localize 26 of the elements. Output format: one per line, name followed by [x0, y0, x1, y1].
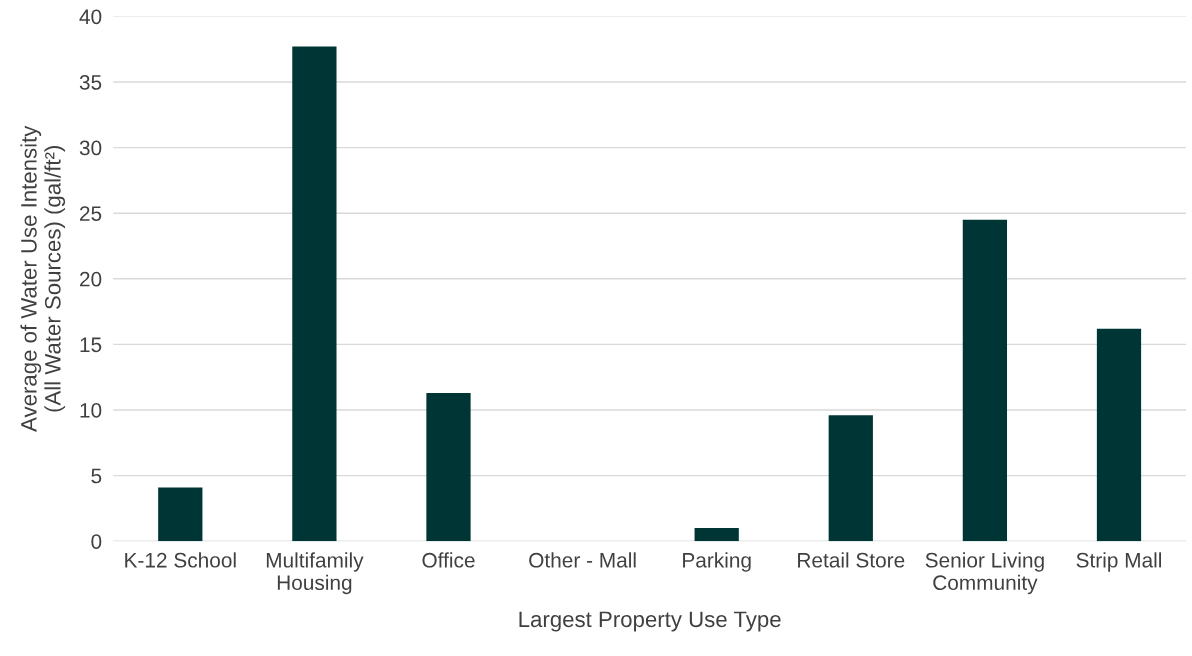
x-tick-label: Senior Living Community: [925, 552, 1044, 595]
y-tick-label: 20: [80, 271, 102, 287]
y-tick-label: 0: [91, 534, 102, 549]
bar: [158, 487, 203, 542]
bar: [828, 415, 873, 542]
bar: [694, 528, 739, 542]
bar: [1096, 328, 1142, 542]
bar: [292, 46, 337, 542]
x-tick-label: Parking: [683, 552, 751, 572]
y-tick-label: 30: [79, 140, 102, 156]
x-tick-label: Multifamily Housing: [266, 552, 364, 595]
bar: [962, 219, 1008, 542]
y-tick-label: 35: [79, 75, 102, 90]
y-tick-label: 25: [80, 206, 102, 221]
y-tick-label: 40: [79, 9, 102, 25]
x-tick-label: Strip Mall: [1076, 552, 1162, 572]
y-tick-label: 5: [91, 468, 102, 484]
bar: [426, 392, 471, 542]
y-axis-title: Average of Water Use Intensity (All Water Sources) (gal/ft²): [20, 125, 66, 432]
x-tick-label: Office: [422, 552, 475, 568]
x-tick-label: K-12 School: [125, 552, 236, 568]
x-axis-title: Largest Property Use Type: [519, 611, 781, 632]
x-tick-label: Retail Store: [798, 552, 905, 568]
x-tick-label: Other - Mall: [529, 552, 636, 568]
y-tick-label: 15: [80, 337, 102, 353]
y-tick-label: 10: [80, 403, 102, 418]
